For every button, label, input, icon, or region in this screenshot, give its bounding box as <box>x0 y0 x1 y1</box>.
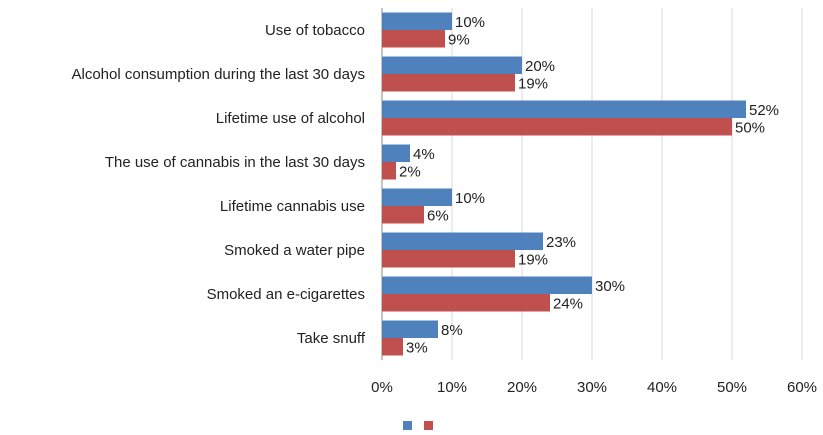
bar-series-2 <box>382 74 515 92</box>
x-tick-label: 0% <box>371 379 393 396</box>
bar-series-2 <box>382 162 396 180</box>
category-label: The use of cannabis in the last 30 days <box>105 154 365 171</box>
legend-marker-series-2 <box>424 421 433 430</box>
data-label: 6% <box>427 208 449 225</box>
category-label: Smoked an e-cigarettes <box>207 286 365 303</box>
bar-series-2 <box>382 250 515 268</box>
category-label: Use of tobacco <box>265 22 365 39</box>
bar-series-1 <box>382 12 452 30</box>
data-label: 10% <box>455 190 485 207</box>
category-label: Take snuff <box>297 330 366 347</box>
legend-marker-series-1 <box>403 421 412 430</box>
data-label: 30% <box>595 278 625 295</box>
x-tick-label: 30% <box>577 379 607 396</box>
category-label: Lifetime use of alcohol <box>216 110 365 127</box>
data-label: 4% <box>413 146 435 163</box>
legend <box>403 421 433 430</box>
data-label: 52% <box>749 102 779 119</box>
bar-series-2 <box>382 206 424 224</box>
bar-series-1 <box>382 188 452 206</box>
data-label: 3% <box>406 340 428 357</box>
data-label: 24% <box>553 296 583 313</box>
bar-series-1 <box>382 144 410 162</box>
x-tick-label: 50% <box>717 379 747 396</box>
data-label: 50% <box>735 120 765 137</box>
bar-series-1 <box>382 232 543 250</box>
data-label: 9% <box>448 32 470 49</box>
bar-series-2 <box>382 118 732 136</box>
category-label: Alcohol consumption during the last 30 d… <box>71 66 365 83</box>
category-label: Lifetime cannabis use <box>220 198 365 215</box>
data-label: 19% <box>518 76 548 93</box>
bar-series-1 <box>382 56 522 74</box>
bar-series-1 <box>382 100 746 118</box>
bar-series-2 <box>382 294 550 312</box>
bar-series-1 <box>382 320 438 338</box>
data-label: 10% <box>455 14 485 31</box>
data-label: 23% <box>546 234 576 251</box>
labels: 0% 10% 20% 30% 40% 50% 60%Use of tobacco 10%9%A… <box>71 14 817 396</box>
bar-series-2 <box>382 338 403 356</box>
data-label: 19% <box>518 252 548 269</box>
bars <box>382 12 746 356</box>
x-tick-label: 60% <box>787 379 817 396</box>
bar-series-1 <box>382 276 592 294</box>
category-label: Smoked a water pipe <box>224 242 365 259</box>
bar-series-2 <box>382 30 445 48</box>
data-label: 2% <box>399 164 421 181</box>
data-label: 8% <box>441 322 463 339</box>
x-tick-label: 20% <box>507 379 537 396</box>
data-label: 20% <box>525 58 555 75</box>
x-tick-label: 10% <box>437 379 467 396</box>
x-tick-label: 40% <box>647 379 677 396</box>
